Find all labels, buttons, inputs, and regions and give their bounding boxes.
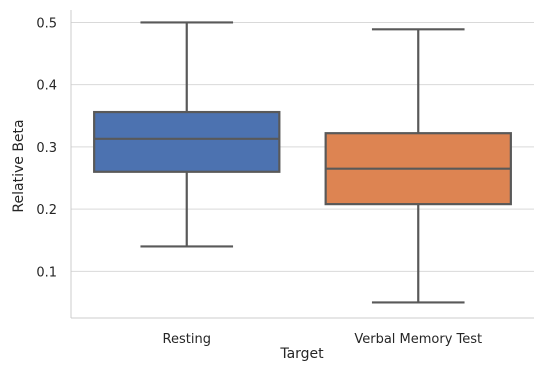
y-tick-label: 0.3 (36, 141, 57, 156)
y-tick-label: 0.5 (36, 16, 57, 31)
y-tick-label: 0.2 (36, 203, 57, 218)
iqr-box (93, 110, 281, 173)
axes-layer: 0.1 0.2 0.3 0.4 0.5 Resting Verbal Memory Test (36, 10, 534, 347)
x-axis-label: Target (279, 346, 324, 362)
y-axis-label: Relative Beta (11, 119, 27, 212)
boxes-layer (93, 21, 512, 304)
y-tick-label: 0.4 (36, 79, 57, 94)
y-tick-label: 0.1 (36, 265, 57, 280)
x-tick-label: Verbal Memory Test (354, 332, 482, 347)
x-tick-label: Resting (163, 332, 211, 347)
